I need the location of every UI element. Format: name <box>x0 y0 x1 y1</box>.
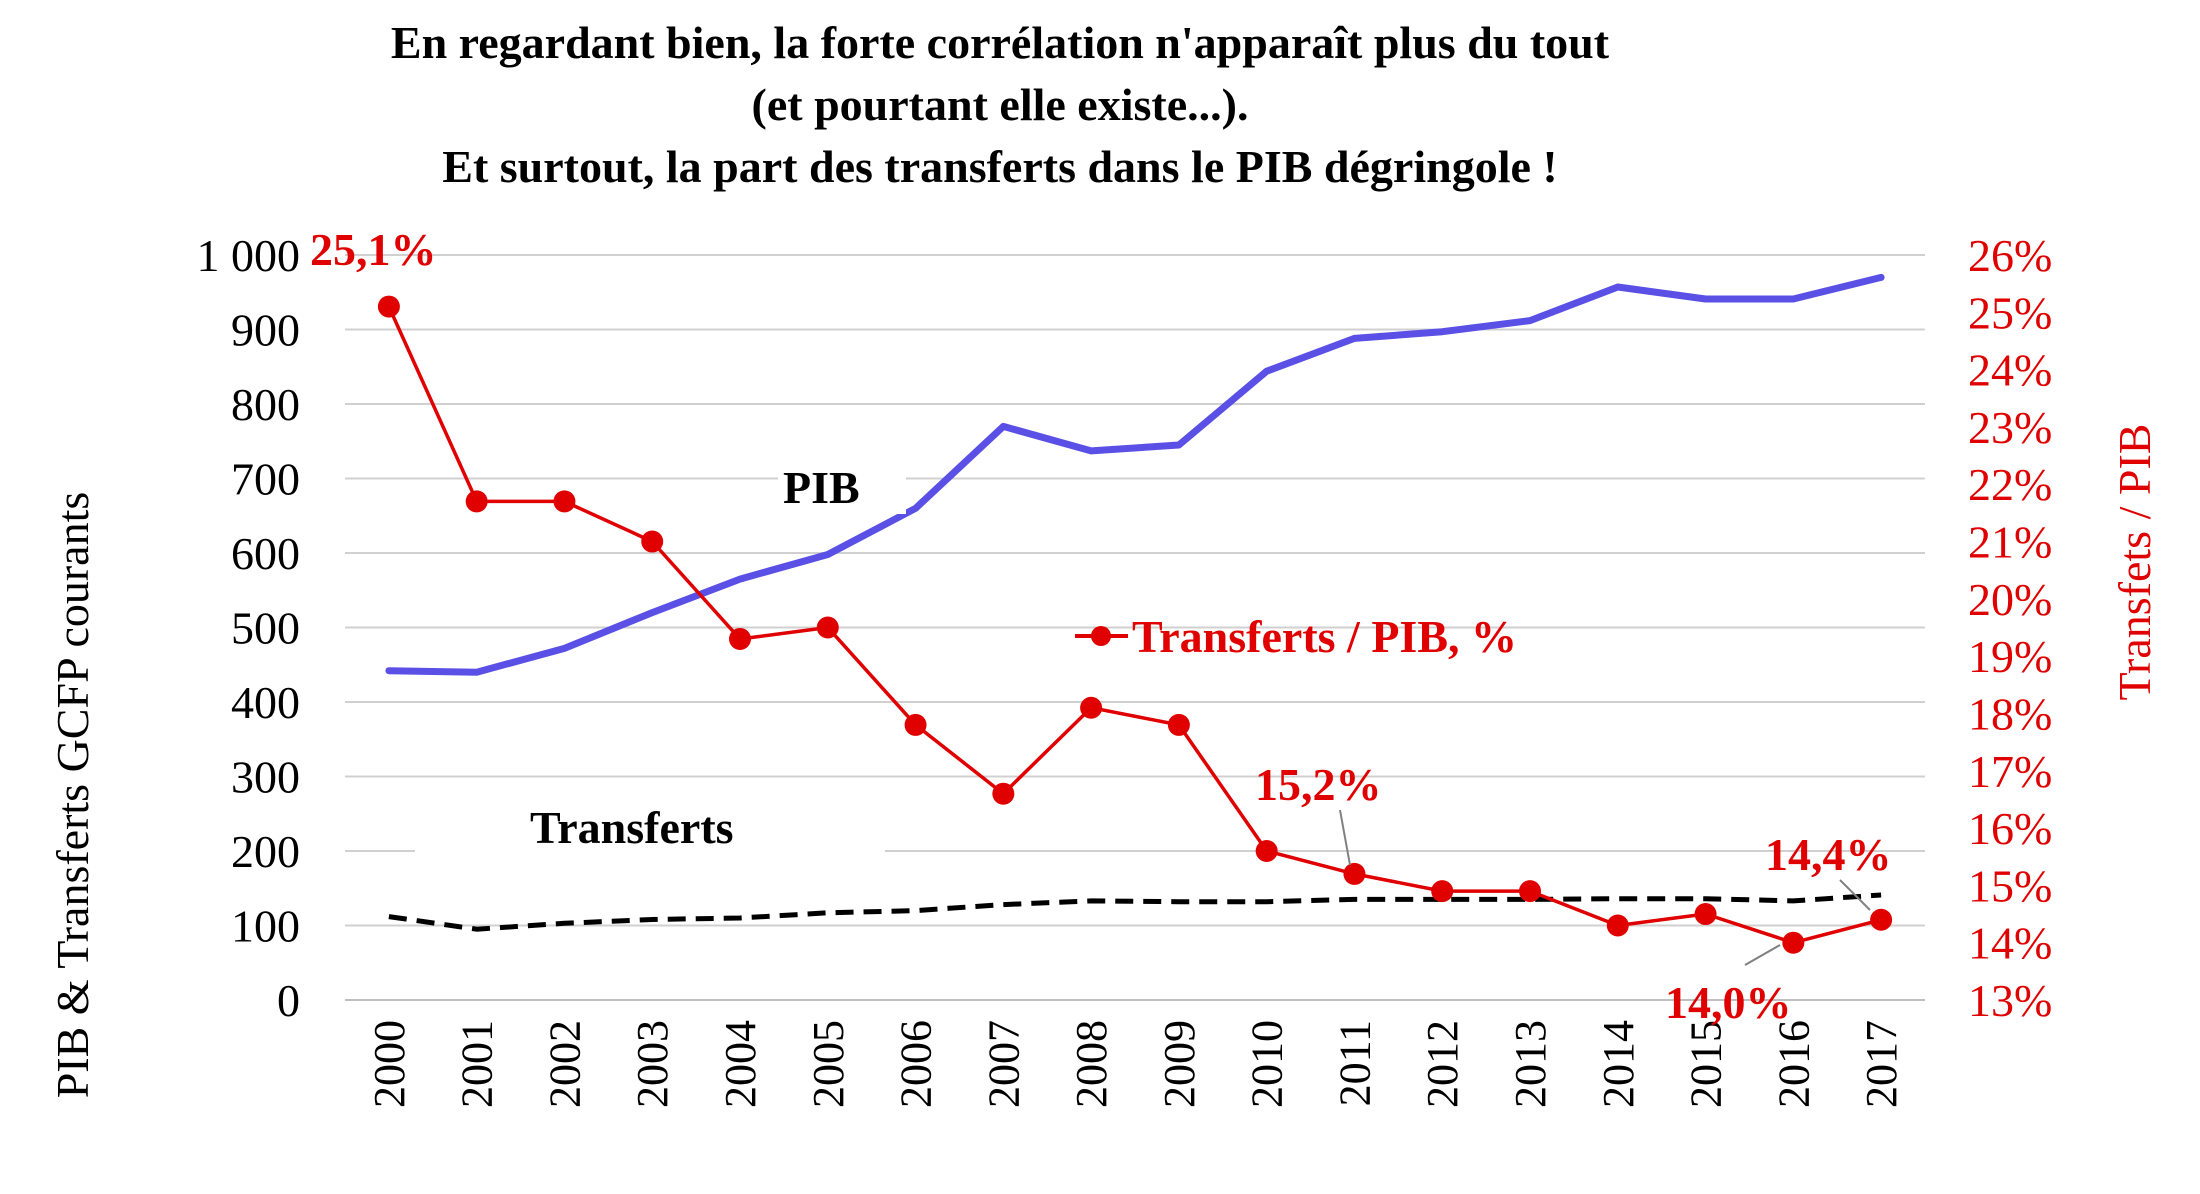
series-marker <box>1606 914 1629 937</box>
series-line-0 <box>385 273 1885 676</box>
x-tick-label: 2003 <box>628 1020 677 1108</box>
x-tick-label: 2010 <box>1243 1020 1292 1108</box>
y-tick-label-right: 17% <box>1968 746 2052 797</box>
series-marker <box>465 490 488 513</box>
y-tick-label-right: 13% <box>1968 975 2052 1026</box>
x-tick-label: 2011 <box>1330 1020 1379 1106</box>
annotation-2017: 14,4% <box>1765 829 1892 880</box>
x-tick-label: 2014 <box>1594 1020 1643 1108</box>
y-tick-label-right: 26% <box>1968 230 2052 281</box>
y-tick-label-right: 25% <box>1968 287 2052 338</box>
x-tick-label: 2006 <box>892 1020 941 1108</box>
series-label-pib: PIB <box>783 462 860 513</box>
x-tick-label: 2009 <box>1155 1020 1204 1108</box>
title-line-3: Et surtout, la part des transferts dans … <box>442 141 1557 192</box>
x-tick-label: 2000 <box>365 1020 414 1108</box>
x-axis-ticks: 2000 2001 2002 2003 2004 2005 2006 2007 2008 2009… <box>365 1020 1906 1108</box>
series-label-transferts: Transferts <box>530 802 734 853</box>
y-tick-label-right: 14% <box>1968 918 2052 969</box>
legend-label-ratio: Transferts / PIB, % <box>1132 611 1517 662</box>
y-tick-label-left: 500 <box>231 603 300 654</box>
x-tick-label: 2008 <box>1067 1020 1116 1108</box>
transferts-label-bg <box>415 798 885 854</box>
x-tick-label: 2004 <box>716 1020 765 1108</box>
x-tick-label: 2002 <box>540 1020 589 1108</box>
x-tick-label: 2007 <box>979 1020 1028 1108</box>
series-marker <box>641 530 664 553</box>
annotation-2011: 15,2% <box>1255 759 1382 810</box>
series-marker <box>1080 696 1103 719</box>
series-marker <box>553 490 576 513</box>
y-tick-label-left: 200 <box>231 826 300 877</box>
legend-swatch-marker <box>1091 626 1111 646</box>
title-line-1: En regardant bien, la forte corrélation … <box>391 17 1610 68</box>
y-tick-label-left: 900 <box>231 305 300 356</box>
series-marker <box>1519 880 1541 903</box>
y-tick-label-left: 600 <box>231 528 300 579</box>
y-tick-label-right: 15% <box>1968 860 2052 911</box>
y-tick-label-left: 1 000 <box>197 230 301 281</box>
x-tick-label: 2016 <box>1769 1020 1818 1108</box>
series-marker <box>1694 903 1717 926</box>
x-tick-label: 2012 <box>1418 1020 1467 1108</box>
series-line-1 <box>388 892 1882 932</box>
pib-label-bg <box>778 458 906 514</box>
series-marker <box>992 782 1015 805</box>
series-marker <box>1870 908 1893 931</box>
y-tick-label-right: 23% <box>1968 402 2052 453</box>
series-marker <box>1255 840 1278 862</box>
title-line-2: (et pourtant elle existe...). <box>752 79 1249 130</box>
annotation-2016: 14,0% <box>1665 977 1792 1028</box>
annotation-2011-leader <box>1339 809 1351 866</box>
series-marker <box>1167 713 1190 736</box>
annotation-2016-leader <box>1744 944 1781 966</box>
series-layer <box>377 273 1893 954</box>
series-marker <box>1782 931 1805 954</box>
x-tick-label: 2013 <box>1506 1020 1555 1108</box>
x-tick-label: 2015 <box>1682 1020 1731 1108</box>
right-axis-ticks: 13% 14% 15% 16% 17% 18% 19% 20% 21% 22% 23% 24% 25% 2… <box>1968 230 2052 1026</box>
y-tick-label-right: 16% <box>1968 803 2052 854</box>
y-tick-label-right: 22% <box>1968 459 2052 510</box>
series-marker <box>377 295 400 318</box>
y-axis-title-left: PIB & Transferts GCFP courants <box>47 492 98 1099</box>
x-tick-label: 2001 <box>453 1020 502 1108</box>
annotation-2017-leader <box>1839 879 1871 911</box>
series-marker <box>729 627 751 650</box>
y-tick-label-left: 800 <box>231 379 300 430</box>
x-tick-label: 2017 <box>1857 1020 1906 1108</box>
series-line-2 <box>387 304 1883 945</box>
series-marker <box>1343 862 1366 885</box>
y-tick-label-right: 19% <box>1968 631 2052 682</box>
y-tick-label-right: 21% <box>1968 517 2052 568</box>
annotation-2000: 25,1% <box>310 224 437 275</box>
y-tick-label-left: 400 <box>231 677 300 728</box>
y-axis-title-right: Transfets / PIB <box>2109 424 2160 701</box>
y-tick-label-left: 700 <box>231 454 300 505</box>
series-marker <box>816 616 839 639</box>
y-tick-label-right: 20% <box>1968 574 2052 625</box>
chart-title: En regardant bien, la forte corrélation … <box>391 17 1610 192</box>
x-tick-label: 2005 <box>804 1020 853 1108</box>
y-tick-label-left: 300 <box>231 752 300 803</box>
y-tick-label-right: 24% <box>1968 345 2052 396</box>
y-tick-label-right: 18% <box>1968 688 2052 739</box>
left-axis-ticks: 0 100 200 300 400 500 600 700 800 900 1 000 <box>197 230 301 1026</box>
y-tick-label-left: 0 <box>277 975 300 1026</box>
legend: Transferts / PIB, % <box>1075 611 1517 662</box>
y-tick-label-left: 100 <box>231 901 300 952</box>
series-marker <box>904 713 927 736</box>
annotations: 25,1% 15,2% 14,4% 14,0% <box>310 224 1892 1028</box>
series-marker <box>1431 880 1454 903</box>
